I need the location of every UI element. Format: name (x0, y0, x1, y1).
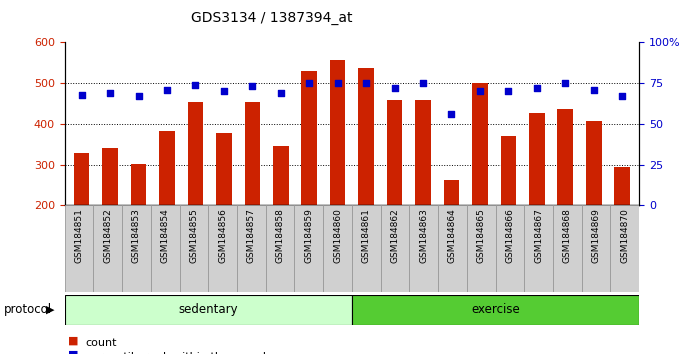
Bar (358, 68, 374, 205)
Text: GSM184851: GSM184851 (75, 208, 84, 263)
Text: GSM184859: GSM184859 (305, 208, 313, 263)
Text: ■: ■ (68, 336, 78, 346)
Bar (443, 180, 459, 205)
Bar (294, 205, 323, 292)
Text: GSM184857: GSM184857 (247, 208, 256, 263)
Text: GSM184867: GSM184867 (534, 208, 543, 263)
Text: GSM184865: GSM184865 (477, 208, 486, 263)
Point (133, 93, 144, 99)
Text: GSM184852: GSM184852 (103, 208, 112, 263)
Text: protocol: protocol (3, 303, 52, 316)
Bar (586, 121, 602, 205)
Point (304, 80, 315, 86)
Bar (93, 205, 122, 292)
Text: exercise: exercise (471, 303, 520, 316)
Text: GSM184866: GSM184866 (505, 208, 514, 263)
Point (617, 93, 628, 99)
Bar (216, 133, 232, 205)
Point (560, 80, 571, 86)
Text: GSM184856: GSM184856 (218, 208, 227, 263)
Text: GDS3134 / 1387394_at: GDS3134 / 1387394_at (191, 11, 353, 25)
Bar (553, 205, 582, 292)
Bar (387, 100, 403, 205)
Text: GSM184861: GSM184861 (362, 208, 371, 263)
Bar (188, 102, 203, 205)
Text: percentile rank within the sample: percentile rank within the sample (85, 352, 273, 354)
Bar (65, 295, 352, 325)
Text: GSM184858: GSM184858 (275, 208, 284, 263)
Text: GSM184860: GSM184860 (333, 208, 342, 263)
Bar (131, 164, 146, 205)
Point (275, 90, 286, 96)
Bar (122, 205, 151, 292)
Bar (323, 205, 352, 292)
Bar (524, 205, 553, 292)
Bar (558, 109, 573, 205)
Bar (352, 295, 639, 325)
Point (475, 88, 486, 94)
Bar (245, 102, 260, 205)
Text: sedentary: sedentary (178, 303, 238, 316)
Bar (74, 153, 90, 205)
Point (418, 80, 428, 86)
Point (446, 111, 457, 117)
Bar (266, 205, 294, 292)
Text: GSM184855: GSM184855 (190, 208, 199, 263)
Text: GSM184868: GSM184868 (563, 208, 572, 263)
Point (190, 82, 201, 88)
Bar (65, 205, 93, 292)
Point (105, 90, 116, 96)
Bar (208, 205, 237, 292)
Bar (500, 136, 516, 205)
Bar (151, 205, 180, 292)
Bar (438, 205, 466, 292)
Bar (409, 205, 438, 292)
Text: GSM184864: GSM184864 (448, 208, 457, 263)
Text: ▶: ▶ (46, 305, 54, 315)
Bar (352, 205, 381, 292)
Point (162, 87, 173, 92)
Point (389, 85, 400, 91)
Bar (381, 205, 409, 292)
Bar (582, 205, 611, 292)
Bar (273, 146, 288, 205)
Bar (301, 71, 317, 205)
Point (531, 85, 542, 91)
Text: GSM184869: GSM184869 (592, 208, 600, 263)
Bar (102, 148, 118, 205)
Bar (159, 131, 175, 205)
Point (588, 87, 599, 92)
Text: GSM184862: GSM184862 (390, 208, 399, 263)
Text: GSM184854: GSM184854 (160, 208, 169, 263)
Bar (330, 59, 345, 205)
Point (333, 80, 343, 86)
Text: GSM184863: GSM184863 (420, 208, 428, 263)
Bar (614, 167, 630, 205)
Bar (611, 205, 639, 292)
Bar (237, 205, 266, 292)
Bar (472, 83, 488, 205)
Bar (180, 205, 208, 292)
Bar (415, 100, 431, 205)
Point (360, 80, 371, 86)
Text: GSM184853: GSM184853 (132, 208, 141, 263)
Text: GSM184870: GSM184870 (620, 208, 629, 263)
Text: ■: ■ (68, 350, 78, 354)
Point (247, 84, 258, 89)
Bar (529, 113, 545, 205)
Text: count: count (85, 338, 116, 348)
Point (218, 88, 229, 94)
Point (76, 92, 87, 97)
Bar (496, 205, 524, 292)
Bar (466, 205, 496, 292)
Point (503, 88, 514, 94)
